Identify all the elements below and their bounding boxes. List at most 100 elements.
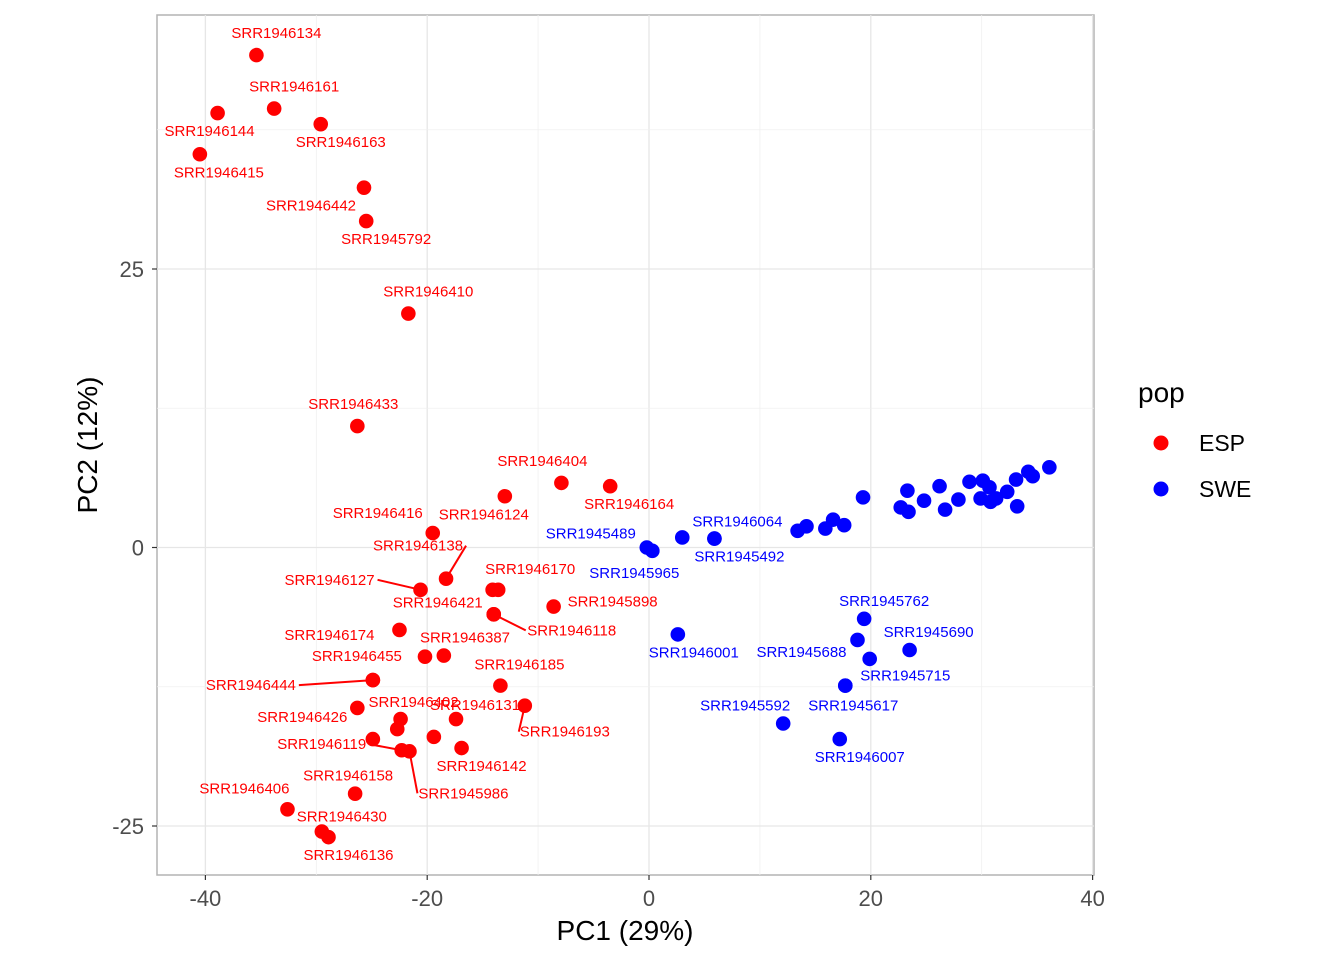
data-point-esp	[210, 105, 225, 121]
data-point-esp	[347, 786, 363, 801]
point-label: SRR1945762	[839, 593, 929, 610]
data-point-esp	[402, 744, 417, 759]
point-label: SRR1946387	[420, 630, 510, 647]
point-labels: SRR1946134 SRR1946161 SRR1946144 SRR1946163…	[165, 25, 974, 864]
data-point-esp	[313, 116, 329, 132]
point-label: SRR1946001	[649, 644, 739, 661]
data-point-esp	[546, 599, 561, 614]
point-label: SRR1946170	[485, 561, 575, 578]
data-point-swe	[645, 543, 660, 559]
point-label: SRR1946124	[439, 506, 529, 523]
x-tick-label: 20	[859, 886, 883, 911]
data-point-esp	[417, 649, 433, 664]
point-label: SRR1946007	[815, 749, 905, 766]
data-point-swe	[937, 502, 953, 517]
point-label: SRR1946174	[284, 627, 374, 644]
point-label: SRR1945715	[860, 668, 950, 685]
data-point-swe	[775, 716, 791, 731]
point-label: SRR1945690	[884, 624, 974, 641]
data-point-esp	[365, 731, 381, 747]
point-label: SRR1946163	[296, 134, 386, 151]
point-label: SRR1946119	[277, 736, 366, 753]
point-label: SRR1946415	[174, 164, 264, 181]
grid-lines	[157, 15, 1094, 875]
data-point-esp	[266, 101, 282, 116]
data-point-swe	[855, 490, 871, 505]
point-label: SRR1946131	[430, 697, 520, 714]
y-tick-label: -25	[112, 814, 144, 839]
point-label: SRR1946430	[297, 809, 387, 826]
data-point-swe	[674, 530, 690, 545]
data-point-esp	[486, 607, 502, 622]
point-label: SRR1946421	[393, 594, 483, 611]
point-label: SRR1945792	[341, 231, 431, 248]
data-point-esp	[280, 801, 295, 817]
data-point-esp	[436, 648, 452, 663]
point-label: SRR1946118	[527, 622, 616, 639]
point-label: SRR1946442	[266, 198, 356, 215]
point-label: SRR1946406	[199, 780, 289, 797]
point-label: SRR1946444	[206, 677, 296, 694]
panel-border	[156, 14, 1095, 876]
point-label: SRR1946158	[303, 768, 393, 785]
data-point-esp	[249, 47, 264, 63]
point-label: SRR1946410	[383, 284, 473, 301]
data-point-swe	[982, 480, 997, 495]
data-point-swe	[901, 504, 916, 520]
point-label: SRR1946134	[231, 25, 321, 42]
data-point-swe	[799, 519, 814, 534]
legend-key-esp	[1153, 435, 1169, 451]
point-label: SRR1945617	[808, 698, 898, 715]
point-label: SRR1946127	[285, 572, 375, 589]
data-point-esp	[426, 729, 442, 745]
data-point-swe	[1009, 498, 1025, 514]
point-label: SRR1946064	[692, 514, 782, 531]
point-label: SRR1946144	[165, 123, 255, 140]
data-point-swe	[837, 678, 853, 693]
data-point-swe	[1042, 459, 1057, 475]
data-point-esp	[490, 582, 506, 598]
data-point-esp	[454, 740, 469, 756]
data-point-esp	[602, 478, 618, 494]
data-point-esp	[389, 721, 405, 737]
point-label: SRR1946455	[312, 648, 402, 665]
data-point-swe	[1008, 472, 1024, 487]
data-point-swe	[988, 491, 1004, 506]
point-label: SRR1946164	[584, 496, 674, 513]
data-point-swe	[862, 651, 877, 667]
point-label: SRR1945592	[700, 698, 790, 715]
data-point-swe	[856, 611, 872, 627]
data-point-esp	[350, 418, 365, 434]
data-point-swe	[850, 632, 865, 648]
data-point-swe	[1025, 468, 1041, 484]
point-label: SRR1945965	[589, 565, 679, 582]
point-label: SRR1945898	[568, 594, 658, 611]
point-label: SRR1946402	[369, 694, 459, 711]
data-points	[192, 47, 1057, 845]
point-label: SRR1945492	[694, 549, 784, 566]
point-label: SRR1946193	[520, 724, 610, 741]
point-label: SRR1946142	[437, 758, 527, 775]
data-point-esp	[448, 711, 464, 727]
y-axis-ticks: -25 0 25	[112, 257, 157, 839]
legend-label-swe: SWE	[1199, 476, 1251, 502]
y-tick-label: 0	[132, 536, 144, 561]
point-label: SRR1946404	[497, 453, 587, 470]
data-point-esp	[365, 672, 381, 688]
data-point-swe	[900, 483, 915, 498]
x-tick-label: 0	[643, 886, 655, 911]
data-point-esp	[356, 180, 372, 195]
point-label: SRR1946416	[333, 505, 423, 522]
data-point-esp	[438, 571, 454, 586]
data-point-esp	[425, 525, 441, 541]
leader-line	[377, 578, 421, 591]
data-point-esp	[554, 475, 569, 491]
point-label: SRR1945489	[546, 526, 636, 543]
data-point-swe	[962, 474, 977, 490]
legend-title: pop	[1138, 377, 1185, 408]
data-point-esp	[350, 700, 365, 716]
x-axis-title: PC1 (29%)	[557, 915, 694, 946]
data-point-swe	[707, 531, 722, 546]
data-point-swe	[902, 642, 917, 658]
point-label: SRR1946185	[474, 657, 564, 674]
